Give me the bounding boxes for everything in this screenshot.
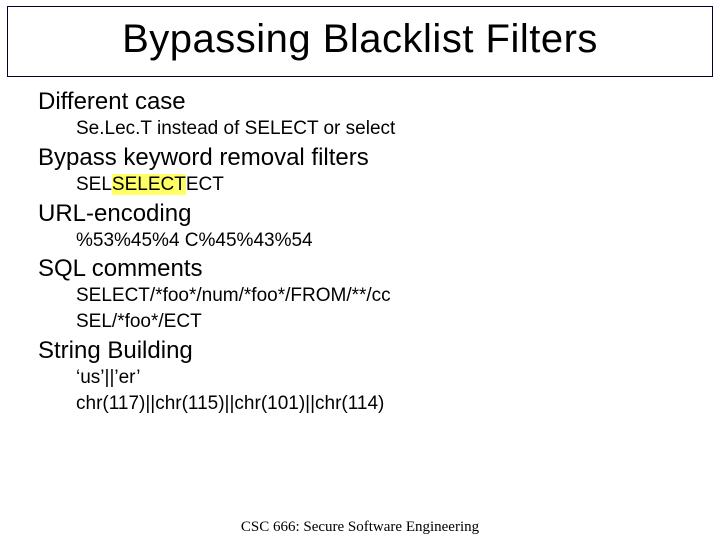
title-bar: Bypassing Blacklist Filters bbox=[7, 6, 713, 77]
example-different-case: Se.Lec.T instead of SELECT or select bbox=[76, 117, 720, 141]
section-heading-different-case: Different case bbox=[38, 87, 720, 117]
slide-footer: CSC 666: Secure Software Engineering bbox=[0, 519, 720, 536]
example-sql-comments-2: SEL/*foo*/ECT bbox=[76, 310, 720, 334]
section-heading-sql-comments: SQL comments bbox=[38, 254, 720, 284]
section-heading-bypass-keyword: Bypass keyword removal filters bbox=[38, 143, 720, 173]
section-heading-string-building: String Building bbox=[38, 336, 720, 366]
example-sql-comments-1: SELECT/*foo*/num/*foo*/FROM/**/cc bbox=[76, 284, 720, 308]
example-bypass-keyword: SELSELECTECT bbox=[76, 173, 720, 197]
bypass-pre: SEL bbox=[76, 174, 112, 195]
slide-title: Bypassing Blacklist Filters bbox=[122, 17, 598, 61]
section-heading-url-encoding: URL-encoding bbox=[38, 199, 720, 229]
example-url-encoding: %53%45%4 C%45%43%54 bbox=[76, 229, 720, 253]
example-string-building-2: chr(117)||chr(115)||chr(101)||chr(114) bbox=[76, 392, 720, 416]
example-string-building-1: ‘us’||’er’ bbox=[76, 366, 720, 390]
bypass-post: ECT bbox=[186, 174, 224, 195]
slide-content: Different case Se.Lec.T instead of SELEC… bbox=[38, 87, 720, 415]
bypass-highlight: SELECT bbox=[112, 174, 186, 195]
